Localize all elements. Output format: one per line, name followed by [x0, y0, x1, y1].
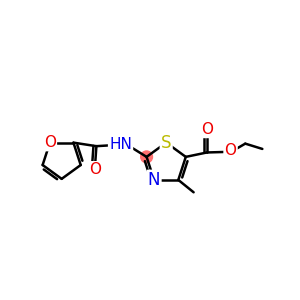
Text: O: O — [201, 122, 213, 137]
Text: O: O — [89, 162, 101, 177]
Text: O: O — [225, 143, 237, 158]
Text: O: O — [44, 135, 56, 150]
Text: S: S — [161, 134, 171, 152]
Text: HN: HN — [109, 137, 132, 152]
Text: N: N — [148, 171, 160, 189]
Circle shape — [141, 151, 152, 163]
Circle shape — [148, 174, 160, 186]
